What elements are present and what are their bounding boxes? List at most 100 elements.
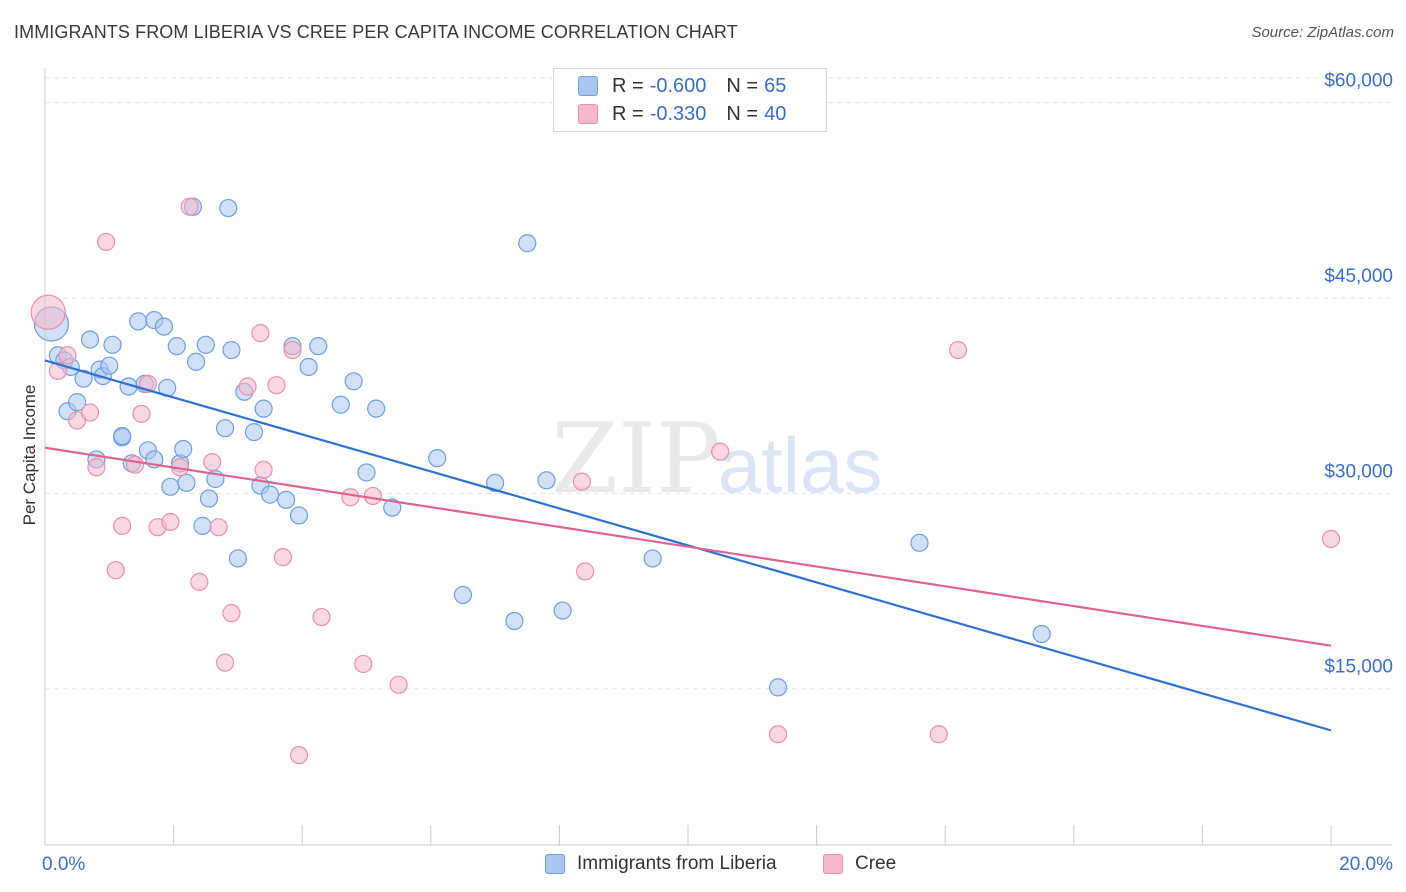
point-liberia [254,399,273,418]
tick-labels: $15,000 $30,000 $45,000 $60,000 0.0% 20.0% [42,71,1393,875]
point-liberia [177,473,196,492]
point-cree [1321,529,1341,549]
y-tick-label: $30,000 [1324,461,1393,482]
legend-row-cree: R = -0.330 N = 40 [578,101,786,127]
point-cree [267,376,286,395]
point-cree [113,516,132,535]
point-cree [238,377,257,396]
source-label: Source: ZipAtlas.com [1251,24,1394,41]
point-liberia [331,395,350,414]
point-liberia [768,678,788,697]
point-liberia [219,198,238,218]
point-cree [354,654,373,674]
point-liberia [643,549,662,568]
legend-n-value: 65 [764,74,787,97]
point-cree [363,486,383,506]
point-liberia [260,485,280,504]
y-tick-label: $45,000 [1324,266,1393,287]
series-swatch-cree [823,854,843,874]
point-liberia [129,312,148,331]
correlation-legend: R = -0.600 N = 65 R = -0.330 N = 40 [553,68,827,132]
legend-r-value: -0.600 [649,74,707,97]
point-cree [106,561,125,580]
legend-n-value: 40 [764,102,787,125]
point-liberia [222,340,241,360]
series-legend-liberia: Immigrants from Liberia [545,852,777,876]
series-legend-cree: Cree [823,852,896,876]
point-liberia [553,601,572,620]
point-liberia [228,549,247,568]
point-cree [161,512,180,532]
watermark: ZIP atlas [551,403,882,515]
point-cree [209,518,228,537]
point-cree [125,455,145,474]
point-liberia [174,439,193,459]
trend-line-cree [44,446,1332,647]
point-cree [203,452,222,472]
point-liberia [215,419,235,438]
point-liberia [167,337,186,356]
point-cree [180,197,199,216]
point-cree [389,675,408,694]
point-cree [341,488,360,507]
point-liberia [518,234,537,253]
legend-r-label: R = [612,102,644,125]
point-cree [312,607,331,627]
legend-r-value: -0.330 [649,102,707,125]
legend-swatch-liberia [578,76,598,96]
point-liberia [309,337,328,356]
legend-n-label: N = [726,74,759,97]
y-axis-label: Per Capita Income [20,384,39,526]
point-liberia [277,490,296,509]
point-liberia [453,585,473,605]
point-liberia [537,471,556,490]
point-liberia [428,449,447,468]
watermark-atlas: atlas [718,421,883,509]
point-cree [289,746,309,765]
point-liberia [68,393,87,412]
point-cree [87,458,106,477]
point-liberia [113,426,132,446]
trend-line-liberia [44,359,1332,732]
point-liberia [100,356,119,375]
point-cree [58,346,77,365]
legend-swatch-cree [578,104,598,124]
legend-n-label: N = [726,102,759,125]
point-cree [222,604,241,623]
point-cree [273,548,293,567]
point-liberia [80,330,100,349]
point-cree [30,294,66,330]
point-cree [711,442,730,461]
point-liberia [383,498,402,517]
y-tick-label: $60,000 [1324,71,1393,92]
point-liberia [193,516,212,535]
point-cree [251,324,270,343]
point-liberia [154,317,174,336]
axes [44,68,1392,846]
point-liberia [486,473,505,492]
point-liberia [367,399,386,418]
series-name-cree: Cree [855,853,897,874]
legend-row-liberia: R = -0.600 N = 65 [578,73,786,99]
y-tick-label: $15,000 [1324,657,1393,678]
point-cree [215,653,235,672]
point-liberia [1032,624,1051,644]
point-cree [929,725,948,744]
point-liberia [74,369,93,388]
legend-r-label: R = [612,74,644,97]
point-cree [254,460,273,479]
point-cree [948,340,968,360]
point-liberia [244,423,264,442]
point-cree [96,232,116,252]
point-liberia [357,463,376,482]
point-cree [576,562,595,581]
point-cree [48,361,67,380]
point-liberia [910,533,929,552]
x-tick-label: 20.0% [1339,854,1393,875]
point-cree [132,404,151,423]
point-liberia [161,477,180,496]
chart-title: IMMIGRANTS FROM LIBERIA VS CREE PER CAPI… [14,22,738,42]
point-liberia [196,335,215,354]
point-liberia [344,372,363,391]
